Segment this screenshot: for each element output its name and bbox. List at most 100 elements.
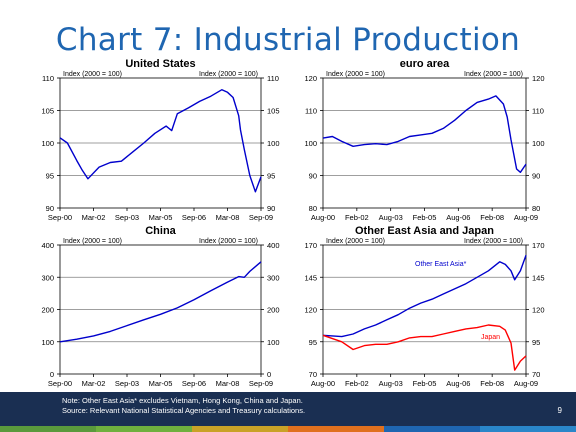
y-tick-label-left: 400 xyxy=(41,241,54,250)
x-tick-label: Sep-00 xyxy=(48,213,72,222)
y-tick-label-right: 110 xyxy=(267,74,279,83)
stripe-segment xyxy=(0,426,97,432)
stripe-segment xyxy=(96,426,193,432)
y-tick-label-left: 80 xyxy=(309,204,317,213)
x-tick-label: Aug-03 xyxy=(379,379,403,388)
y-tick-label-right: 400 xyxy=(267,241,280,250)
x-tick-label: Aug-06 xyxy=(446,213,470,222)
x-tick-label: Mar-08 xyxy=(216,213,240,222)
x-tick-label: Aug-03 xyxy=(379,213,403,222)
series-label-japan: Japan xyxy=(481,334,500,341)
series-line xyxy=(322,255,527,338)
footnote: Note: Other East Asia* excludes Vietnam,… xyxy=(62,396,305,416)
y-tick-label-left: 110 xyxy=(42,74,54,83)
x-tick-label: Sep-00 xyxy=(48,379,72,388)
y-tick-label-left: 300 xyxy=(41,273,54,282)
y-tick-label-left: 70 xyxy=(309,370,317,379)
x-tick-label: Aug-00 xyxy=(311,379,335,388)
y-tick-label-left: 110 xyxy=(305,107,317,116)
footer-bar: Note: Other East Asia* excludes Vietnam,… xyxy=(0,392,576,426)
footnote-note: Note: Other East Asia* excludes Vietnam,… xyxy=(62,396,303,405)
left-axis-note: Index (2000 = 100) xyxy=(326,71,385,78)
x-tick-label: Sep-09 xyxy=(249,379,273,388)
x-tick-label: Mar-05 xyxy=(149,213,173,222)
left-axis-note: Index (2000 = 100) xyxy=(63,238,122,245)
y-tick-label-right: 120 xyxy=(532,306,545,315)
y-tick-label-right: 80 xyxy=(532,204,540,213)
chart-title: euro area xyxy=(400,58,450,70)
x-tick-label: Mar-02 xyxy=(82,379,106,388)
y-tick-label-left: 90 xyxy=(309,172,317,181)
left-axis-note: Index (2000 = 100) xyxy=(326,238,385,245)
x-tick-label: Sep-03 xyxy=(115,379,139,388)
x-tick-label: Aug-06 xyxy=(446,379,470,388)
x-tick-label: Sep-06 xyxy=(182,213,206,222)
y-tick-label-left: 0 xyxy=(50,370,54,379)
x-tick-label: Feb-02 xyxy=(345,379,369,388)
stripe-segment xyxy=(288,426,385,432)
x-tick-label: Mar-08 xyxy=(216,379,240,388)
y-tick-label-right: 105 xyxy=(267,107,280,116)
x-tick-label: Feb-05 xyxy=(413,213,437,222)
series-line xyxy=(59,261,262,343)
series-line xyxy=(322,324,527,371)
y-tick-label-right: 100 xyxy=(267,139,280,148)
x-tick-label: Feb-08 xyxy=(480,379,504,388)
stripe-segment xyxy=(480,426,576,432)
y-tick-label-left: 90 xyxy=(46,204,54,213)
y-tick-label-right: 90 xyxy=(532,172,540,181)
x-tick-label: Mar-02 xyxy=(82,213,106,222)
y-tick-label-left: 100 xyxy=(41,139,54,148)
y-tick-label-left: 170 xyxy=(304,241,317,250)
y-tick-label-right: 300 xyxy=(267,273,280,282)
x-tick-label: Sep-03 xyxy=(115,213,139,222)
right-axis-note: Index (2000 = 100) xyxy=(464,238,523,245)
y-tick-label-right: 200 xyxy=(267,306,280,315)
right-axis-note: Index (2000 = 100) xyxy=(199,71,258,78)
stripe-segment xyxy=(384,426,481,432)
y-tick-label-right: 100 xyxy=(532,139,545,148)
left-axis-note: Index (2000 = 100) xyxy=(63,71,122,78)
y-tick-label-left: 95 xyxy=(309,338,317,347)
y-tick-label-left: 120 xyxy=(304,74,317,83)
x-tick-label: Aug-00 xyxy=(311,213,335,222)
y-tick-label-right: 90 xyxy=(267,204,275,213)
y-tick-label-right: 145 xyxy=(532,273,545,282)
x-tick-label: Sep-09 xyxy=(249,213,273,222)
series-label-other-east-asia: Other East Asia* xyxy=(415,261,467,268)
y-tick-label-right: 100 xyxy=(267,338,280,347)
chart-title: United States xyxy=(125,58,195,70)
y-tick-label-left: 120 xyxy=(304,306,317,315)
footnote-source: Source: Relevant National Statistical Ag… xyxy=(62,406,306,415)
y-tick-label-left: 145 xyxy=(304,273,317,282)
y-tick-label-left: 100 xyxy=(304,139,317,148)
right-axis-note: Index (2000 = 100) xyxy=(199,238,258,245)
x-tick-label: Feb-02 xyxy=(345,213,369,222)
chart-title: Other East Asia and Japan xyxy=(355,225,494,237)
x-tick-label: Aug-09 xyxy=(514,213,538,222)
slide-title: Chart 7: Industrial Production xyxy=(55,22,521,58)
x-tick-label: Feb-05 xyxy=(413,379,437,388)
y-tick-label-left: 100 xyxy=(41,338,54,347)
right-axis-note: Index (2000 = 100) xyxy=(464,71,523,78)
y-tick-label-left: 95 xyxy=(46,172,54,181)
y-tick-label-left: 105 xyxy=(41,107,54,116)
y-tick-label-right: 110 xyxy=(532,107,544,116)
x-tick-label: Aug-09 xyxy=(514,379,538,388)
y-tick-label-right: 70 xyxy=(532,370,540,379)
x-tick-label: Feb-08 xyxy=(480,213,504,222)
y-tick-label-right: 95 xyxy=(532,338,540,347)
series-line xyxy=(59,88,262,193)
x-tick-label: Sep-06 xyxy=(182,379,206,388)
x-tick-label: Mar-05 xyxy=(149,379,173,388)
y-tick-label-right: 120 xyxy=(532,74,545,83)
y-tick-label-left: 200 xyxy=(41,306,54,315)
stripe-segment xyxy=(192,426,289,432)
series-line xyxy=(322,95,527,174)
y-tick-label-right: 170 xyxy=(532,241,545,250)
chart-title: China xyxy=(145,225,176,237)
y-tick-label-right: 0 xyxy=(267,370,271,379)
page-number: 9 xyxy=(557,406,562,415)
y-tick-label-right: 95 xyxy=(267,172,275,181)
